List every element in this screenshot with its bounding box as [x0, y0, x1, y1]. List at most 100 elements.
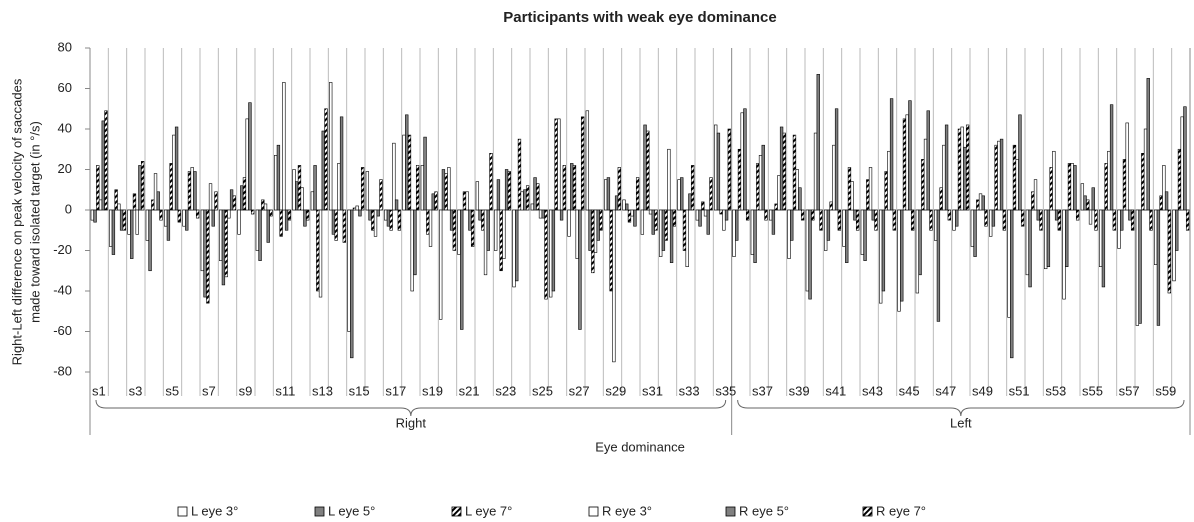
bar — [475, 181, 480, 211]
bar — [1073, 165, 1077, 211]
bar — [240, 185, 244, 211]
y-tick-label: -20 — [53, 242, 72, 257]
bar — [1020, 209, 1025, 227]
bar — [1149, 209, 1153, 231]
bar — [811, 209, 815, 221]
bar — [1180, 116, 1184, 211]
bar — [792, 134, 797, 211]
bar — [735, 209, 739, 241]
bar — [591, 209, 595, 274]
bar — [758, 155, 763, 211]
bar — [355, 205, 359, 211]
bar — [1094, 209, 1098, 231]
bar — [1104, 163, 1108, 211]
y-tick-label: 0 — [65, 201, 72, 216]
bar — [716, 132, 721, 211]
bar — [824, 209, 828, 251]
bar — [132, 193, 137, 211]
bar — [1083, 195, 1087, 211]
bar — [200, 209, 205, 272]
bar — [462, 191, 467, 211]
bar — [1002, 209, 1006, 231]
bar — [1049, 167, 1053, 211]
bar — [169, 163, 173, 211]
bar — [371, 209, 375, 231]
x-tick-label: s7 — [202, 383, 216, 398]
bar — [567, 209, 571, 237]
bar — [1052, 150, 1056, 211]
bar — [305, 209, 310, 221]
bar — [936, 209, 941, 322]
bar — [483, 209, 488, 276]
bar — [635, 177, 640, 211]
bar — [465, 191, 469, 211]
bar — [771, 209, 776, 235]
bar — [310, 191, 315, 211]
bar — [947, 209, 951, 221]
x-tick-label: s45 — [899, 383, 920, 398]
bar — [211, 209, 215, 227]
bar — [1122, 159, 1127, 211]
bar — [174, 126, 179, 211]
bar — [140, 161, 145, 211]
bar — [1183, 106, 1187, 211]
bar — [976, 199, 980, 211]
bar — [952, 209, 956, 231]
bar — [111, 209, 116, 255]
bar — [274, 155, 278, 211]
bar — [648, 209, 653, 215]
x-tick-label: s5 — [165, 383, 179, 398]
bar — [989, 209, 993, 237]
y-axis-label: made toward isolated target (in °/s) — [27, 121, 42, 323]
bar — [1054, 209, 1059, 221]
bar — [1070, 163, 1074, 211]
bar — [963, 146, 967, 211]
bar — [536, 183, 540, 211]
bar — [481, 209, 485, 231]
bar — [585, 110, 590, 211]
bar — [960, 126, 964, 211]
bar — [164, 209, 168, 227]
bar — [902, 118, 907, 211]
bar — [1175, 209, 1179, 251]
x-tick-label: s29 — [605, 383, 626, 398]
y-tick-label: 80 — [58, 39, 72, 54]
bar — [520, 191, 524, 211]
bar — [1125, 122, 1129, 211]
bar — [339, 116, 344, 211]
bar — [478, 209, 482, 221]
bar — [643, 124, 647, 211]
bar — [303, 209, 307, 227]
bar — [724, 209, 729, 221]
x-tick-label: s9 — [239, 383, 253, 398]
bar — [926, 110, 930, 211]
bar — [955, 209, 959, 227]
bar — [1120, 209, 1124, 231]
bar — [242, 177, 247, 211]
bar — [965, 124, 970, 211]
bar — [999, 138, 1004, 211]
bar — [292, 169, 296, 211]
bar — [1101, 209, 1106, 288]
bar — [646, 130, 650, 211]
bar — [910, 209, 915, 231]
group-label: Right — [396, 415, 427, 430]
bar — [193, 171, 197, 211]
bar — [337, 163, 341, 211]
x-tick-label: s27 — [569, 383, 590, 398]
bar — [182, 209, 186, 227]
bar — [1117, 209, 1121, 249]
bar — [779, 126, 784, 211]
legend-swatch — [862, 506, 873, 517]
bar — [640, 209, 645, 235]
bar — [934, 209, 938, 241]
bar — [1107, 150, 1111, 211]
bar — [415, 165, 420, 211]
group-brace — [95, 399, 727, 417]
bar — [90, 209, 95, 221]
bar — [727, 128, 731, 211]
bar — [554, 118, 558, 211]
bar — [661, 209, 666, 251]
y-tick-label: -80 — [53, 363, 72, 378]
bar — [1065, 209, 1069, 268]
